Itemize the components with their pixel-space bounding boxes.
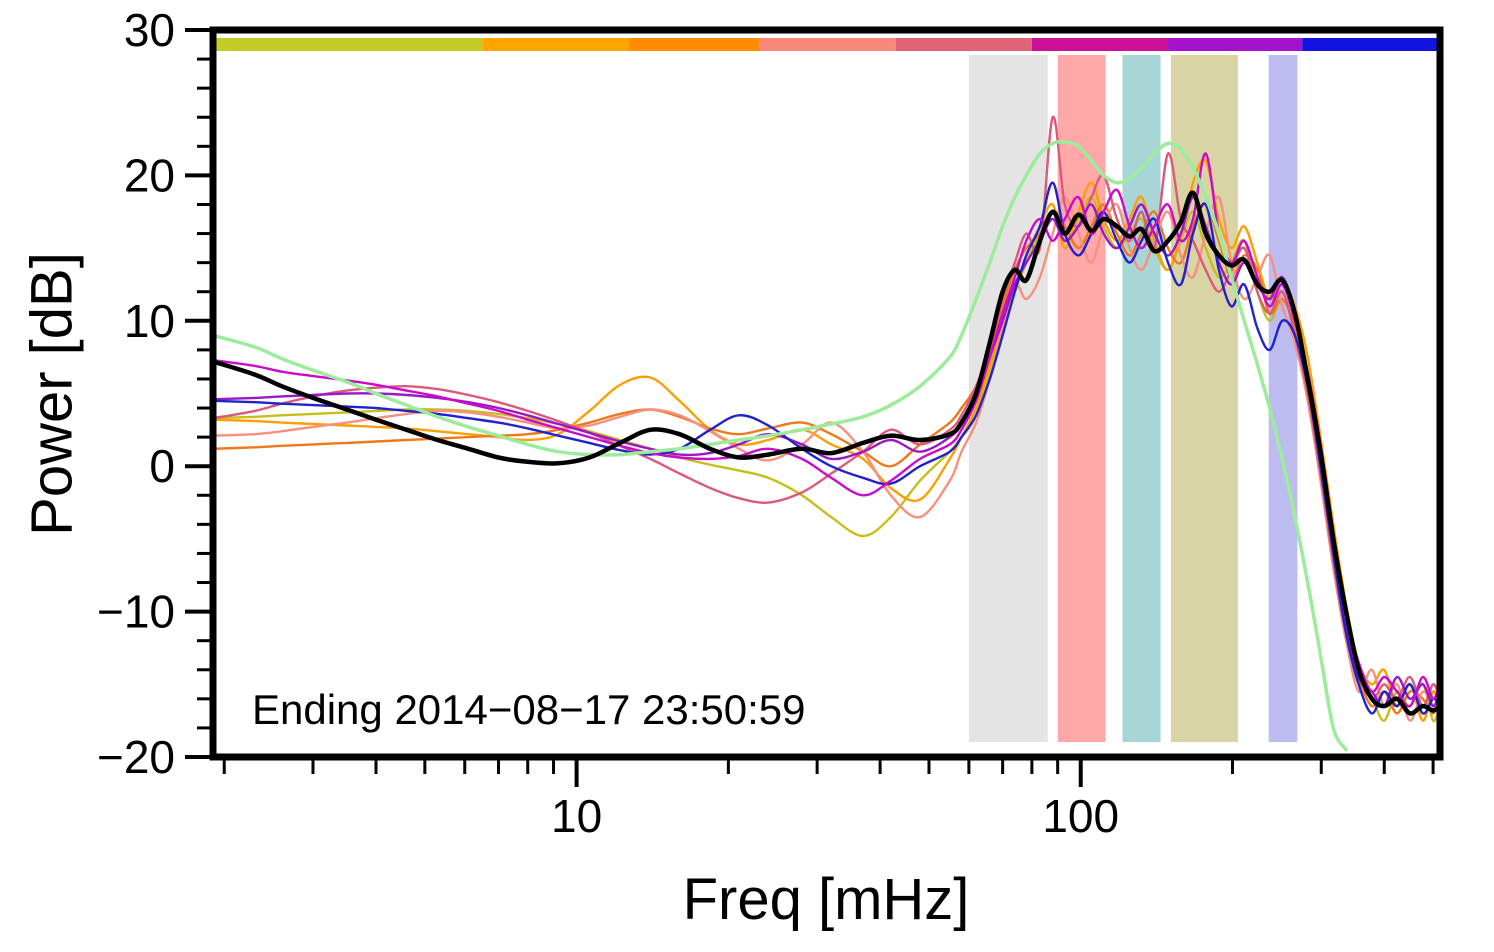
y-tick-label: 20 (124, 149, 175, 201)
top-bar-segment-4 (895, 38, 1032, 51)
band-teal (1122, 55, 1161, 742)
plot-frame (209, 26, 1444, 761)
top-bar-segment-3 (758, 38, 896, 51)
ending-timestamp-annotation: Ending 2014−08−17 23:50:59 (252, 686, 806, 733)
band-olive (1170, 55, 1238, 742)
top-bar-segment-2 (628, 38, 759, 51)
series-orange (213, 158, 1440, 722)
y-tick-label: −10 (97, 586, 175, 638)
top-bar-segment-6 (1168, 38, 1303, 51)
y-tick-label: −20 (97, 731, 175, 783)
series-magenta (213, 152, 1440, 708)
top-bar-segment-0 (213, 38, 483, 51)
x-tick-label: 100 (1042, 790, 1119, 842)
series-black-mean (213, 190, 1440, 716)
series-green (213, 139, 1348, 752)
top-bar-segment-7 (1302, 38, 1440, 51)
y-axis-title: Power [dB] (19, 252, 85, 536)
y-tick-label: 10 (124, 295, 175, 347)
y-tick-label: 30 (124, 4, 175, 56)
series-blue (213, 181, 1440, 715)
x-tick-label: 10 (551, 790, 602, 842)
band-lavender (1268, 55, 1298, 742)
top-bar-segment-1 (482, 38, 629, 51)
y-tick-label: 0 (149, 440, 175, 492)
series-crimson (213, 115, 1440, 708)
top-bar-segment-5 (1031, 38, 1169, 51)
x-axis-title: Freq [mHz] (682, 867, 970, 932)
band-red (1057, 55, 1106, 742)
